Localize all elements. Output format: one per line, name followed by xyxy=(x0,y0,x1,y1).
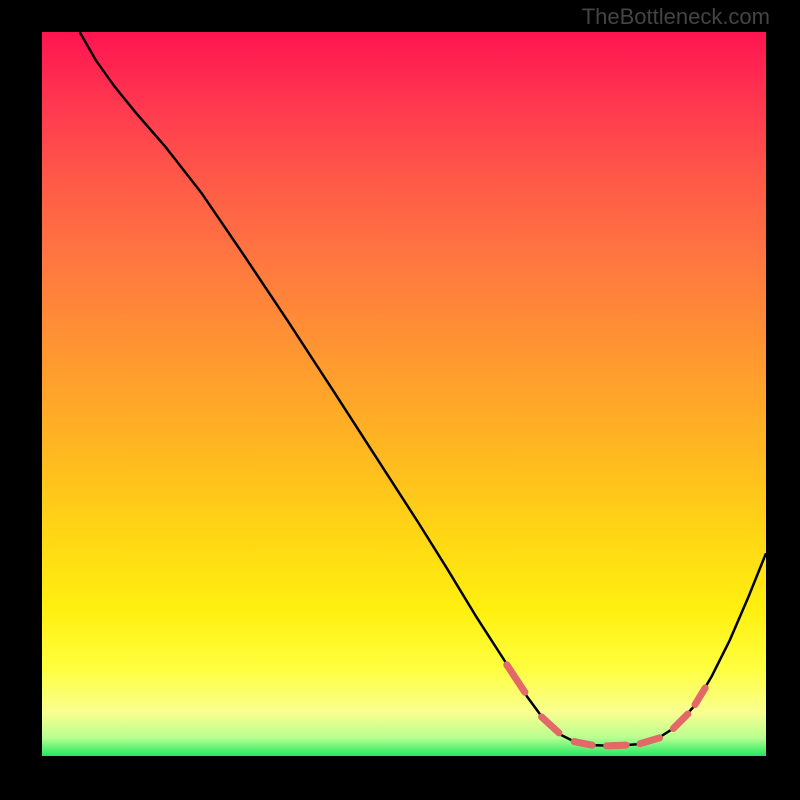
optimal-range-dash xyxy=(507,665,525,693)
optimal-range-dash xyxy=(640,738,660,744)
watermark-text: TheBottleneck.com xyxy=(582,4,770,30)
bottleneck-curve-layer xyxy=(42,32,766,756)
optimal-range-dash xyxy=(542,717,559,733)
optimal-range-dash xyxy=(673,714,687,728)
chart-frame: TheBottleneck.com xyxy=(0,0,800,800)
optimal-range-dash xyxy=(695,688,705,705)
optimal-range-highlight xyxy=(507,665,705,746)
bottleneck-curve xyxy=(80,32,766,746)
plot-area xyxy=(40,30,764,754)
optimal-range-dash xyxy=(574,742,592,746)
optimal-range-dash xyxy=(607,745,627,746)
